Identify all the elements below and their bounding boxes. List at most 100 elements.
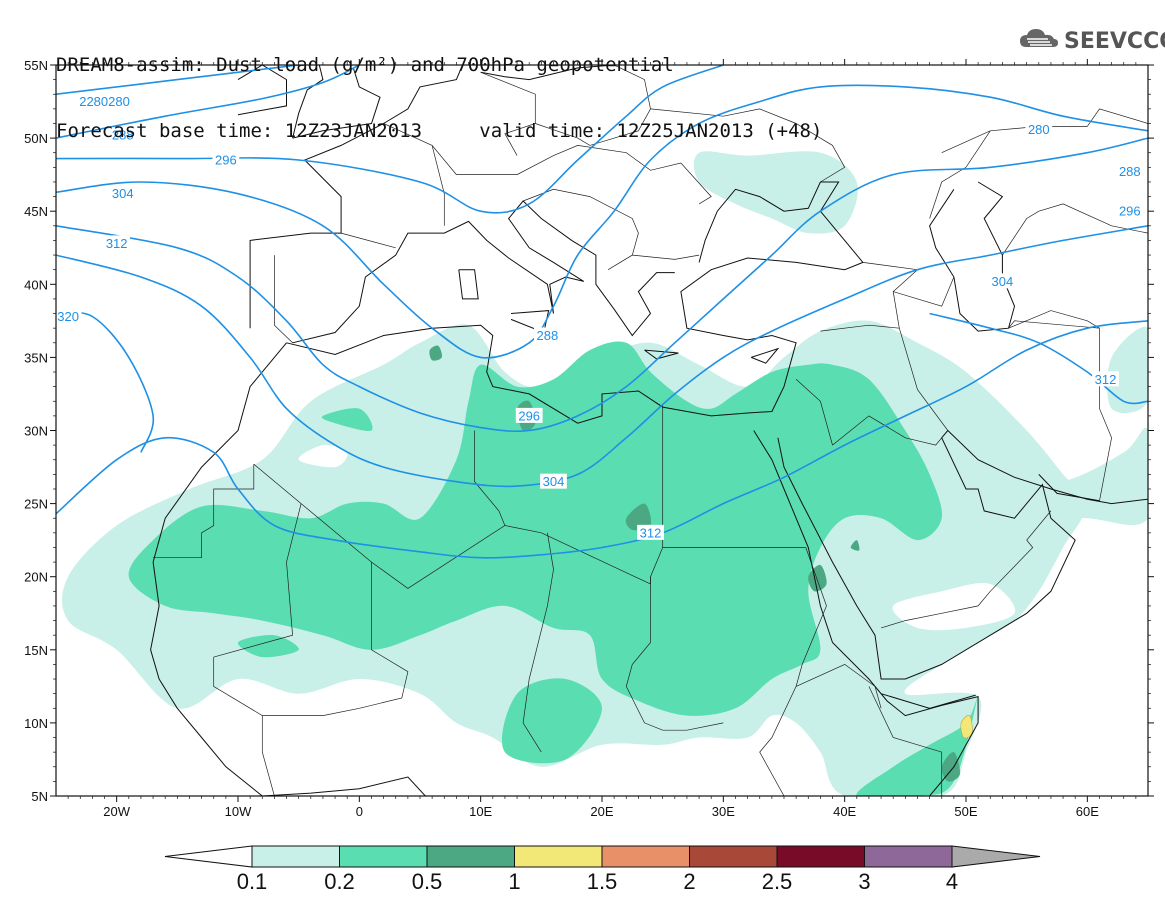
border-15	[880, 539, 1034, 629]
contour-label-bg-5	[56, 308, 82, 324]
coastline-16	[644, 349, 679, 360]
geopotential-contour-4	[56, 137, 1148, 433]
coastline-1	[262, 776, 427, 796]
contour-label-0: 2280280	[79, 94, 130, 109]
colorbar-box-1	[339, 845, 428, 868]
border-8	[213, 657, 275, 796]
contour-label-5: 320	[57, 309, 79, 324]
contour-label-1: 288	[112, 128, 134, 143]
contour-label-4: 312	[106, 236, 128, 251]
border-5	[625, 547, 724, 731]
coastline-14	[458, 269, 479, 300]
colorbar-label-4: 1.5	[587, 869, 618, 894]
cloud-logo-icon	[1018, 27, 1060, 55]
colorbar-label-5: 2	[683, 869, 695, 894]
lon-label-60E: 60E	[1076, 804, 1099, 819]
contour-label-bg-9	[637, 524, 664, 540]
coastline-5	[947, 430, 1148, 505]
geopotential-contour-2	[56, 65, 724, 214]
coastline-19	[1038, 474, 1100, 502]
dust-area-medium-0	[128, 341, 943, 716]
geopotential-contour-3	[56, 84, 1148, 359]
border-7	[262, 562, 409, 716]
contour-label-bg-12	[1116, 203, 1144, 219]
border-24	[632, 254, 700, 260]
border-19	[1008, 320, 1100, 329]
lon-label-50E: 50E	[954, 804, 977, 819]
dust-area-light-2	[988, 427, 1148, 525]
border-26	[535, 65, 651, 146]
lat-label-5N: 5N	[31, 789, 48, 804]
contour-label-bg-2	[212, 152, 240, 168]
lat-label-30N: 30N	[24, 424, 48, 439]
map-plot-area: 2280280 288 296 304 312 320 288 296 304 312 280 288…	[56, 65, 1148, 796]
lon-label-30E: 30E	[712, 804, 735, 819]
title-line-2: Forecast base time: 12Z23JAN2013 valid t…	[56, 120, 822, 142]
border-11	[868, 686, 943, 796]
colorbar-label-1: 0.2	[324, 869, 355, 894]
geopotential-contour-7	[56, 311, 155, 453]
contour-label-bg-8	[540, 473, 567, 489]
coastline-10	[292, 67, 381, 139]
dust-area-heavy-2	[429, 345, 443, 361]
dust-area-medium-4	[321, 408, 373, 431]
colorbar-box-7	[864, 845, 953, 868]
contour-label-10: 280	[1028, 122, 1050, 137]
coastline-4	[777, 430, 1076, 680]
lon-label-10E: 10E	[469, 804, 492, 819]
coastline-18	[880, 693, 976, 709]
geopotential-contour-8	[929, 312, 1148, 405]
coastline-2	[286, 257, 864, 424]
dust-area-heavy-4	[941, 752, 961, 782]
coastline-9	[929, 181, 1016, 332]
lon-label-20E: 20E	[590, 804, 613, 819]
colorbar-label-0: 0.1	[237, 869, 268, 894]
border-28	[941, 108, 1148, 154]
border-12	[820, 324, 949, 446]
border-6	[522, 532, 554, 753]
colorbar-label-8: 4	[946, 869, 958, 894]
lon-label-40E: 40E	[833, 804, 856, 819]
contour-label-bg-14	[1092, 371, 1119, 387]
border-29	[929, 130, 991, 219]
contour-label-3: 304	[112, 186, 134, 201]
border-21	[341, 232, 396, 249]
map-axes: 55N 50N 45N 40N 35N 30N 25N 20N 15N 10N 5N 20W 10W 0 1…	[24, 58, 1154, 819]
coastline-0	[150, 342, 287, 796]
border-32	[274, 255, 293, 344]
lat-label-45N: 45N	[24, 204, 48, 219]
coastline-11	[292, 65, 324, 139]
contour-label-bg-13	[989, 273, 1016, 289]
contour-label-2: 296	[215, 153, 237, 168]
border-14	[892, 276, 955, 329]
lat-label-10N: 10N	[24, 716, 48, 731]
colorbar-lower-arrow	[164, 845, 253, 868]
dust-area-medium-1	[501, 678, 602, 764]
border-13	[795, 379, 833, 446]
border-10	[795, 663, 882, 709]
dust-area-heavy-5	[850, 540, 860, 551]
coastline-17	[751, 347, 780, 364]
colorbar-box-3	[514, 845, 603, 868]
contour-label-6: 288	[537, 328, 559, 343]
lat-label-25N: 25N	[24, 497, 48, 512]
lat-label-50N: 50N	[24, 131, 48, 146]
seevccc-logo: SEEVCCC	[1018, 27, 1165, 55]
border-31	[1008, 310, 1100, 329]
colorbar-upper-arrow	[951, 845, 1041, 868]
colorbar: 0.1 0.2 0.5 1 1.5 2 2.5 3 4	[164, 845, 1041, 894]
geopotential-contour-5	[56, 225, 1148, 488]
map-layer: 2280280 288 296 304 312 320 288 296 304 312 280 288…	[56, 65, 1148, 796]
figure-title: DREAM8-assim: Dust load (g/m²) and 700hP…	[56, 10, 822, 164]
contour-label-bg-3	[109, 185, 137, 201]
contour-label-bg-11	[1116, 163, 1144, 179]
geopotential-contour-1	[56, 65, 360, 139]
lat-label-40N: 40N	[24, 277, 48, 292]
border-18	[1099, 328, 1112, 501]
contour-label-bg-7	[515, 407, 543, 423]
colorbar-box-0	[251, 845, 340, 868]
contour-label-11: 288	[1119, 164, 1141, 179]
colorbar-box-2	[426, 845, 515, 868]
contour-label-bg-6	[534, 327, 561, 343]
border-3	[474, 430, 506, 526]
